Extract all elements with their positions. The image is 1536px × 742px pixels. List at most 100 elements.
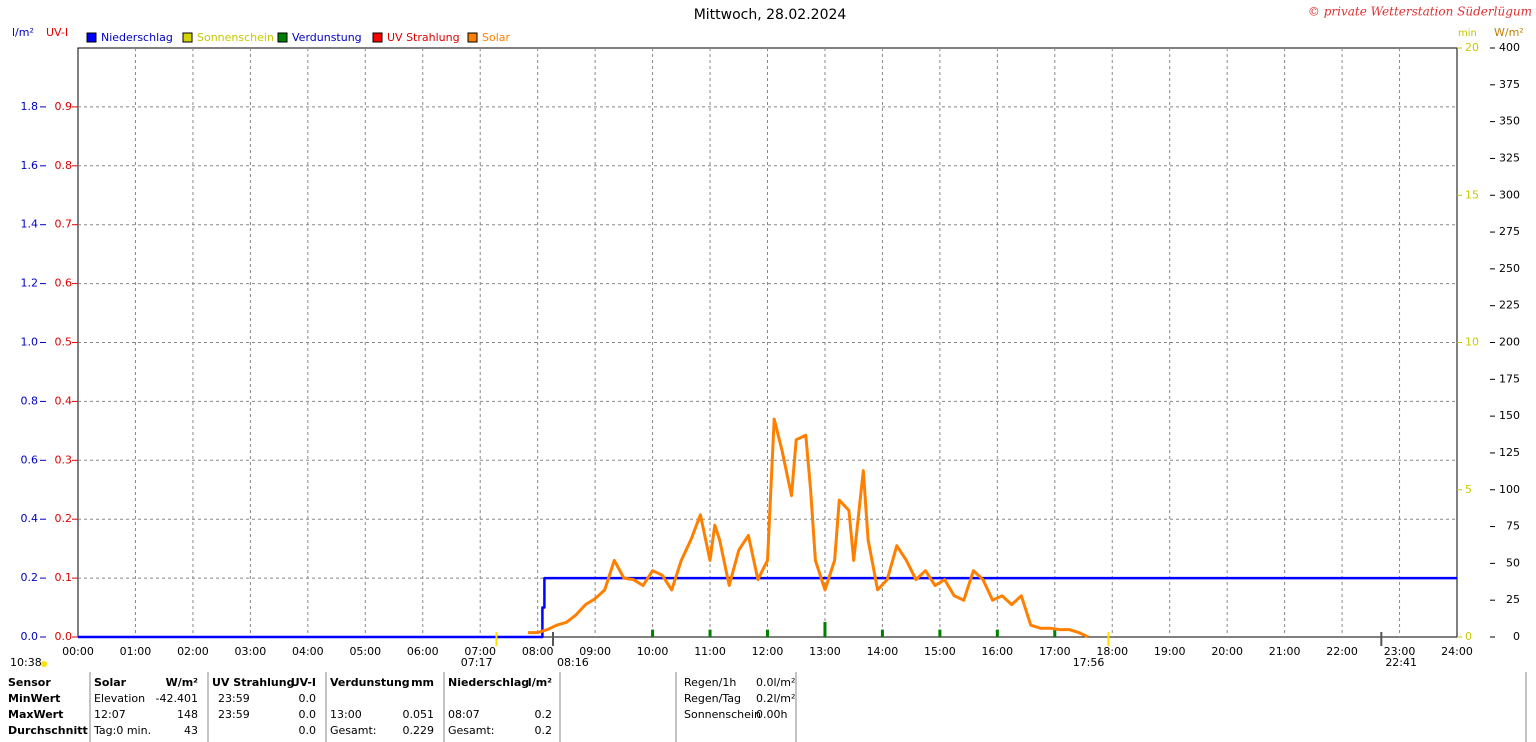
y3-tick-label: 75 xyxy=(1506,520,1520,533)
bar xyxy=(651,629,655,637)
y3-tick-label: 0 xyxy=(1513,630,1520,643)
stat-cell: Sonnenschein xyxy=(684,708,761,721)
table-header: Verdunstung xyxy=(330,676,410,689)
x-tick-label: 07:00 xyxy=(464,645,496,658)
y2-tick-label: 20 xyxy=(1465,41,1479,54)
y3-tick-label: 275 xyxy=(1499,225,1520,238)
y3-tick-label: 200 xyxy=(1499,336,1520,349)
table-cell: 148 xyxy=(177,708,198,721)
axis-label: W/m² xyxy=(1494,26,1524,39)
y-tick-label: 0.0 xyxy=(21,630,39,643)
table-cell: 43 xyxy=(184,724,198,737)
y-tick-label: 0.8 xyxy=(21,394,39,407)
table-cell: MinWert xyxy=(8,692,60,705)
bar xyxy=(823,621,827,637)
y2-tick-label: 15 xyxy=(1465,188,1479,201)
table-header: Solar xyxy=(94,676,127,689)
x-tick-label: 24:00 xyxy=(1441,645,1473,658)
y-tick-label: 0.6 xyxy=(21,453,39,466)
x-tick-label: 22:00 xyxy=(1326,645,1358,658)
uv-tick-label: 0.6 xyxy=(55,277,73,290)
y3-tick-label: 325 xyxy=(1499,151,1520,164)
x-tick-label: 09:00 xyxy=(579,645,611,658)
table-header: Niederschlag xyxy=(448,676,529,689)
table-cell: 12:07 xyxy=(94,708,126,721)
legend-label: UV Strahlung xyxy=(387,31,460,44)
x-tick-label: 19:00 xyxy=(1154,645,1186,658)
x-tick-label: 17:00 xyxy=(1039,645,1071,658)
x-tick-label: 13:00 xyxy=(809,645,841,658)
y3-tick-label: 50 xyxy=(1506,556,1520,569)
stat-cell: 0.00h xyxy=(756,708,787,721)
uv-tick-label: 0.8 xyxy=(55,159,73,172)
y2-tick-label: 0 xyxy=(1465,630,1472,643)
y-tick-label: 0.4 xyxy=(21,512,39,525)
x-tick-label: 14:00 xyxy=(867,645,899,658)
legend-swatch xyxy=(86,32,97,43)
table-cell: Elevation xyxy=(94,692,145,705)
bar xyxy=(880,629,884,637)
chart-title: Mittwoch, 28.02.2024 xyxy=(694,7,847,23)
x-tick-label: 18:00 xyxy=(1096,645,1128,658)
y-tick-label: 1.0 xyxy=(21,336,39,349)
x-tick-label: 21:00 xyxy=(1269,645,1301,658)
y2-tick-label: 5 xyxy=(1465,483,1472,496)
table-header: UV Strahlung xyxy=(212,676,294,689)
table-cell: Gesamt: xyxy=(448,724,495,737)
bar xyxy=(1053,629,1057,637)
table-cell: 0.051 xyxy=(403,708,435,721)
table-cell: 23:59 xyxy=(218,708,250,721)
table-header: UV-I xyxy=(291,676,316,689)
axis-label: UV-I xyxy=(46,26,68,39)
uv-tick-label: 0.9 xyxy=(55,100,73,113)
uv-tick-label: 0.5 xyxy=(55,336,73,349)
table-cell: 0.2 xyxy=(535,708,553,721)
event-label: 17:56 xyxy=(1073,656,1105,669)
y3-tick-label: 300 xyxy=(1499,188,1520,201)
legend-swatch xyxy=(277,32,288,43)
x-tick-label: 16:00 xyxy=(981,645,1013,658)
table-cell: MaxWert xyxy=(8,708,63,721)
y3-tick-label: 400 xyxy=(1499,41,1520,54)
legend-swatch xyxy=(467,32,478,43)
y-tick-label: 0.2 xyxy=(21,571,39,584)
axis-label: l/m² xyxy=(12,26,34,39)
y3-tick-label: 225 xyxy=(1499,299,1520,312)
series-line xyxy=(78,576,1457,639)
legend-swatch xyxy=(182,32,193,43)
table-header: W/m² xyxy=(166,676,199,689)
table-cell: -42.401 xyxy=(156,692,198,705)
series-line xyxy=(528,417,1089,639)
uv-tick-label: 0.0 xyxy=(55,630,73,643)
uv-tick-label: 0.4 xyxy=(55,394,73,407)
legend-label: Verdunstung xyxy=(292,31,362,44)
x-tick-label: 01:00 xyxy=(120,645,152,658)
legend-label: Sonnenschein xyxy=(197,31,274,44)
bar xyxy=(766,629,769,637)
y-tick-label: 1.6 xyxy=(21,159,39,172)
bar xyxy=(938,629,942,637)
uv-tick-label: 0.1 xyxy=(55,571,73,584)
y3-tick-label: 150 xyxy=(1499,409,1520,422)
stat-cell: Regen/Tag xyxy=(684,692,741,705)
uv-tick-label: 0.3 xyxy=(55,453,73,466)
x-tick-label: 23:00 xyxy=(1384,645,1416,658)
y3-tick-label: 250 xyxy=(1499,262,1520,275)
y2-tick-label: 10 xyxy=(1465,336,1479,349)
x-tick-label: 12:00 xyxy=(752,645,784,658)
y-tick-label: 1.2 xyxy=(21,277,39,290)
table-lines xyxy=(89,672,1527,742)
legend-label: Niederschlag xyxy=(101,31,173,44)
y3-tick-label: 375 xyxy=(1499,78,1520,91)
table-cell: 0.0 xyxy=(299,692,317,705)
legend-swatch xyxy=(372,32,383,43)
y3-tick-label: 175 xyxy=(1499,372,1520,385)
table-cell: 0.0 xyxy=(299,724,317,737)
moon-icon xyxy=(41,661,47,667)
x-tick-label: 04:00 xyxy=(292,645,324,658)
moon-label: 10:38 xyxy=(10,656,42,669)
stat-cell: 0.2l/m² xyxy=(756,692,795,705)
table-cell: Gesamt: xyxy=(330,724,377,737)
x-tick-label: 15:00 xyxy=(924,645,956,658)
